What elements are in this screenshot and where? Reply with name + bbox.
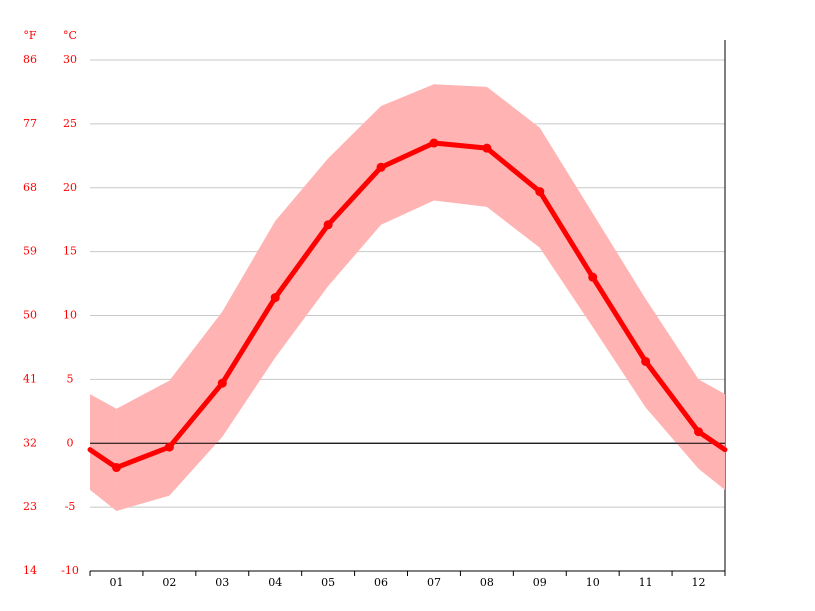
x-tick-label: 03 bbox=[215, 576, 229, 589]
y2-tick-label: 59 bbox=[23, 245, 37, 258]
point bbox=[482, 143, 492, 153]
x-tick-label: 12 bbox=[692, 576, 706, 589]
point bbox=[641, 356, 651, 366]
point bbox=[270, 293, 280, 303]
x-tick-label: 10 bbox=[586, 576, 600, 589]
y2-tick-label: 86 bbox=[23, 53, 37, 66]
y-tick-label: 20 bbox=[63, 181, 77, 194]
y-axis-label: °C bbox=[63, 29, 77, 42]
line bbox=[115, 140, 701, 470]
y-tick-label: 15 bbox=[63, 245, 77, 258]
y2-tick-label: 23 bbox=[23, 500, 37, 513]
point bbox=[111, 463, 121, 473]
x-tick-label: 09 bbox=[533, 576, 547, 589]
y2-tick-label: 50 bbox=[23, 309, 37, 322]
x-tick-label: 07 bbox=[427, 576, 441, 589]
line-edge bbox=[87, 447, 119, 471]
x-tick-label: 01 bbox=[109, 576, 123, 589]
y-tick-label: 10 bbox=[63, 309, 77, 322]
point bbox=[429, 138, 439, 148]
range-band-edge bbox=[698, 379, 725, 490]
y-tick-label: 0 bbox=[67, 436, 74, 449]
y2-tick-label: 41 bbox=[23, 372, 37, 385]
point bbox=[217, 378, 227, 388]
x-tick-label: 04 bbox=[268, 576, 282, 589]
x-tick-label: 11 bbox=[639, 576, 653, 589]
x-tick-label: 06 bbox=[374, 576, 388, 589]
y-tick-label: 25 bbox=[63, 117, 77, 130]
range-band bbox=[116, 84, 699, 511]
y2-tick-label: 77 bbox=[23, 117, 37, 130]
point bbox=[694, 427, 704, 437]
y-tick-label: -10 bbox=[61, 564, 79, 577]
y-tick-label: -5 bbox=[65, 500, 76, 513]
range-band-edge bbox=[90, 394, 117, 511]
line-edge bbox=[696, 429, 728, 453]
y2-axis-label: °F bbox=[23, 29, 37, 42]
y2-tick-label: 14 bbox=[23, 564, 37, 577]
y-tick-label: 30 bbox=[63, 53, 77, 66]
x-tick-label: 08 bbox=[480, 576, 494, 589]
point bbox=[164, 442, 174, 452]
point bbox=[588, 272, 598, 282]
point bbox=[535, 187, 545, 197]
y2-tick-label: 68 bbox=[23, 181, 37, 194]
point bbox=[323, 220, 333, 230]
x-tick-label: 02 bbox=[162, 576, 176, 589]
y2-tick-label: 32 bbox=[23, 436, 37, 449]
y-tick-label: 5 bbox=[67, 372, 74, 385]
point bbox=[376, 162, 386, 172]
x-tick-label: 05 bbox=[321, 576, 335, 589]
